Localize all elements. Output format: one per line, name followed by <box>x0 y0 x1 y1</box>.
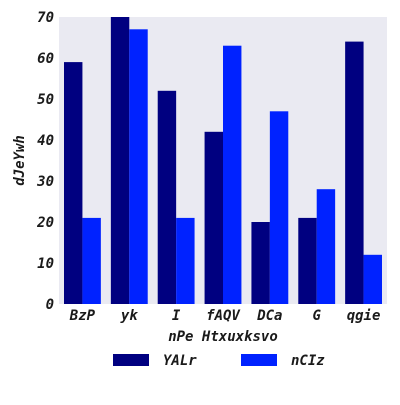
legend-swatch-nciz <box>241 354 277 366</box>
x-axis-label: nPe Htxuxksvo <box>168 329 278 345</box>
bar-nciz-i <box>176 217 195 304</box>
bar-yalr-yk <box>110 17 130 304</box>
bars-layer <box>64 17 382 305</box>
bar-yalr-qgie <box>345 41 364 304</box>
bar-nciz-yk <box>129 29 148 305</box>
x-tick-label: fAQV <box>206 308 241 324</box>
legend-swatch-yalr <box>113 354 149 366</box>
x-tick-label: yk <box>120 308 138 324</box>
legend-label-yalr: YALr <box>163 353 197 369</box>
y-tick-label: 60 <box>37 51 54 67</box>
y-axis-label: dJeYwh <box>12 135 28 186</box>
legend: YALr nCIz <box>113 353 325 369</box>
bar-nciz-dca <box>269 111 289 304</box>
y-tick-label: 30 <box>36 174 54 190</box>
bar-yalr-dca <box>251 222 270 304</box>
y-tick-label: 0 <box>46 297 54 313</box>
x-tick-label: I <box>172 308 181 324</box>
bar-yalr-g <box>298 217 317 304</box>
bar-nciz-faqv <box>223 45 242 304</box>
x-tick-label: BzP <box>69 308 96 324</box>
y-tick-label: 40 <box>37 133 54 149</box>
bar-yalr-faqv <box>204 131 223 304</box>
y-ticks: 0 10 20 30 40 50 60 70 <box>36 10 54 313</box>
y-tick-label: 10 <box>37 256 54 272</box>
bar-yalr-i <box>157 90 177 304</box>
legend-label-nciz: nCIz <box>291 353 325 369</box>
x-tick-label: DCa <box>256 308 282 324</box>
x-tick-label: G <box>312 308 321 324</box>
x-tick-label: qgie <box>347 308 381 324</box>
bar-nciz-qgie <box>363 254 382 304</box>
y-tick-label: 70 <box>37 10 54 26</box>
bar-nciz-bzp <box>82 217 101 304</box>
bar-nciz-g <box>316 189 336 304</box>
bar-yalr-bzp <box>64 62 83 304</box>
y-tick-label: 50 <box>37 92 54 108</box>
y-tick-label: 20 <box>36 215 54 231</box>
